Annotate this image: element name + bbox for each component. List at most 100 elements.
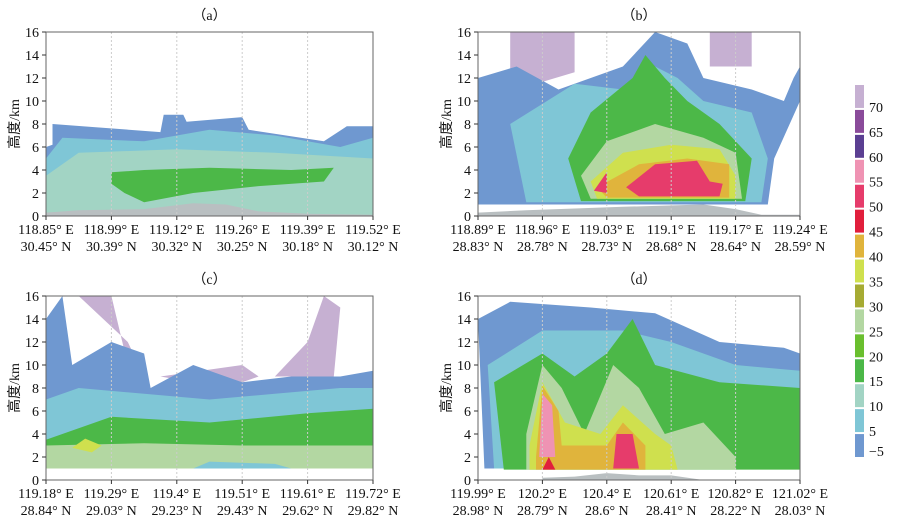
x-tick-label-lon: 119.99° E bbox=[450, 487, 506, 502]
colorbar-swatch bbox=[855, 309, 864, 333]
x-tick-label-lat: 28.98° N bbox=[453, 504, 504, 519]
reflectivity-field bbox=[46, 296, 373, 469]
colorbar: −5 5 10 15 20 25 30 35 40 45 50 55 60 65 70 bbox=[855, 85, 884, 460]
colorbar-swatch bbox=[855, 409, 864, 433]
x-tick-label-lat: 30.18° N bbox=[282, 240, 333, 255]
panel-d: （d） 0 2 4 6 8 10 12 14 16 高度/km 119.99° E 28.98° N 12… bbox=[438, 272, 828, 519]
y-tick-label: 10 bbox=[25, 95, 39, 110]
colorbar-swatch bbox=[855, 384, 864, 408]
x-tick-label-lon: 119.12° E bbox=[149, 223, 205, 238]
echo-region-pink bbox=[539, 393, 556, 457]
x-tick-label-lat: 28.03° N bbox=[775, 504, 826, 519]
colorbar-swatch bbox=[855, 434, 864, 457]
colorbar-swatch bbox=[855, 234, 864, 258]
y-tick-label: 16 bbox=[25, 26, 39, 41]
y-tick-label: 10 bbox=[25, 359, 39, 374]
colorbar-label: 35 bbox=[869, 275, 883, 290]
colorbar-label: −5 bbox=[869, 445, 884, 460]
x-tick-label-lat: 28.6° N bbox=[585, 504, 629, 519]
echo-region-lg bbox=[46, 443, 373, 469]
panel-c: （c） 0 2 4 6 8 10 12 14 16 高度/km 119.18° E 28.84° N 11… bbox=[6, 272, 401, 519]
x-tick-label-lat: 29.23° N bbox=[151, 504, 202, 519]
reflectivity-field bbox=[478, 32, 800, 216]
colorbar-label: 40 bbox=[869, 251, 883, 266]
y-tick-label: 14 bbox=[457, 49, 471, 64]
x-tick-label-lat: 28.41° N bbox=[646, 504, 697, 519]
x-tick-label-lat: 29.03° N bbox=[86, 504, 137, 519]
x-tick-label-lon: 119.52° E bbox=[345, 223, 401, 238]
y-tick-label: 4 bbox=[464, 164, 471, 179]
echo-region-crim bbox=[593, 172, 607, 193]
x-tick-label-lon: 120.61° E bbox=[643, 487, 699, 502]
x-tick-label-lat: 30.25° N bbox=[217, 240, 268, 255]
x-tick-label-lat: 30.39° N bbox=[86, 240, 137, 255]
colorbar-label: 5 bbox=[869, 425, 876, 440]
colorbar-label: 70 bbox=[869, 101, 883, 116]
y-tick-label: 8 bbox=[32, 118, 39, 133]
x-tick-label-lon: 118.99° E bbox=[84, 223, 140, 238]
x-tick-label-lon: 119.39° E bbox=[280, 223, 336, 238]
x-tick-label-lat: 29.43° N bbox=[217, 504, 268, 519]
y-tick-label: 16 bbox=[25, 290, 39, 305]
colorbar-swatch bbox=[855, 85, 864, 108]
terrain bbox=[46, 203, 373, 216]
y-tick-label: 4 bbox=[32, 164, 39, 179]
panel-b: （b） 0 2 4 6 8 10 12 14 16 高度/km 118.89° E 28.83° N 11… bbox=[438, 8, 828, 255]
y-tick-label: 8 bbox=[464, 382, 471, 397]
x-tick-label-lat: 28.68° N bbox=[646, 240, 697, 255]
y-tick-label: 14 bbox=[25, 313, 39, 328]
x-tick-label-lon: 118.85° E bbox=[18, 223, 74, 238]
y-axis-label: 高度/km bbox=[6, 99, 23, 149]
echo-region-crim bbox=[626, 160, 723, 197]
y-tick-label: 12 bbox=[457, 336, 471, 351]
colorbar-swatch bbox=[855, 134, 864, 158]
y-tick-label: 16 bbox=[457, 290, 471, 305]
y-tick-label: 2 bbox=[32, 451, 39, 466]
y-tick-label: 8 bbox=[464, 118, 471, 133]
colorbar-swatch bbox=[855, 334, 864, 358]
y-tick-label: 6 bbox=[32, 405, 39, 420]
reflectivity-field bbox=[46, 114, 373, 216]
y-tick-label: 0 bbox=[464, 474, 471, 489]
colorbar-swatch bbox=[855, 184, 864, 208]
x-tick-label-lon: 118.96° E bbox=[515, 223, 571, 238]
x-tick-label-lat: 28.78° N bbox=[517, 240, 568, 255]
colorbar-label: 15 bbox=[869, 375, 883, 390]
x-tick-label-lon: 119.18° E bbox=[18, 487, 74, 502]
y-tick-label: 2 bbox=[464, 451, 471, 466]
x-tick-label-lat: 28.59° N bbox=[775, 240, 826, 255]
y-tick-label: 10 bbox=[457, 95, 471, 110]
x-tick-label-lat: 28.84° N bbox=[21, 504, 72, 519]
panel-title: （c） bbox=[192, 272, 226, 288]
echo-region-g15 bbox=[111, 167, 334, 203]
x-tick-label-lon: 120.4° E bbox=[582, 487, 631, 502]
y-tick-label: 2 bbox=[464, 187, 471, 202]
x-tick-label-lat: 29.62° N bbox=[282, 504, 333, 519]
terrain bbox=[478, 204, 800, 216]
colorbar-swatch bbox=[855, 359, 864, 383]
y-tick-label: 16 bbox=[457, 26, 471, 41]
x-tick-label-lat: 28.64° N bbox=[710, 240, 761, 255]
y-tick-label: 6 bbox=[464, 141, 471, 156]
y-tick-label: 12 bbox=[457, 72, 471, 87]
panel-a: （a） 0 2 4 6 8 10 12 14 16 高度/km 118.85° E 30.45° N 11… bbox=[6, 8, 401, 255]
y-tick-label: 14 bbox=[25, 49, 39, 64]
y-tick-label: 0 bbox=[32, 474, 39, 489]
x-tick-label-lat: 28.79° N bbox=[517, 504, 568, 519]
y-tick-label: 10 bbox=[457, 359, 471, 374]
x-tick-label-lon: 121.02° E bbox=[772, 487, 828, 502]
x-tick-label-lon: 119.24° E bbox=[772, 223, 828, 238]
y-tick-label: 12 bbox=[25, 72, 39, 87]
x-tick-label-lat: 29.82° N bbox=[348, 504, 399, 519]
colorbar-label: 50 bbox=[869, 201, 883, 216]
x-tick-label-lon: 119.1° E bbox=[647, 223, 696, 238]
echo-region-lav bbox=[709, 32, 752, 67]
x-tick-label-lon: 119.61° E bbox=[280, 487, 336, 502]
x-tick-label-lon: 119.51° E bbox=[214, 487, 270, 502]
x-tick-label-lon: 119.4° E bbox=[152, 487, 201, 502]
colorbar-label: 25 bbox=[869, 325, 883, 340]
x-tick-label-lon: 119.17° E bbox=[708, 223, 764, 238]
colorbar-label: 10 bbox=[869, 400, 883, 415]
